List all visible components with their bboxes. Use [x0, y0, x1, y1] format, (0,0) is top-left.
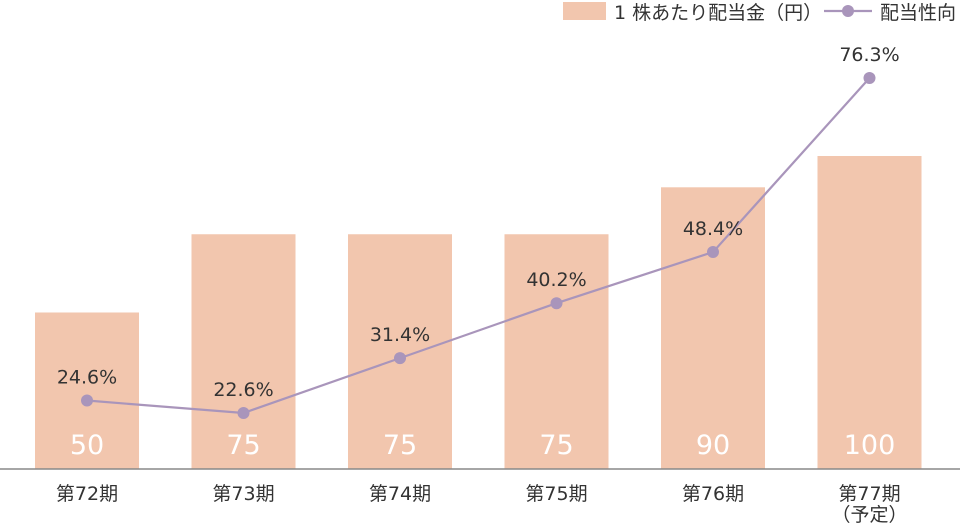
bar-value-label-6: 100: [844, 430, 896, 461]
bars-group: [35, 156, 922, 470]
payout-ratio-point-1: [81, 394, 93, 407]
x-ticks-group: 第72期 第73期 第74期 第75期 第76期 第77期（予定）: [56, 483, 908, 524]
payout-ratio-label-2: 22.6%: [213, 379, 273, 401]
bar-value-label-3: 75: [383, 430, 417, 461]
payout-ratio-line: [86, 77, 871, 415]
payout-ratio-label-6: 76.3%: [839, 44, 899, 66]
bar-5: [661, 187, 765, 470]
payout-ratio-label-1: 24.6%: [57, 367, 117, 389]
bar-value-label-4: 75: [539, 430, 573, 461]
payout-ratio-point-4: [550, 297, 563, 310]
bar-1: [35, 312, 139, 469]
bar-3: [348, 234, 452, 469]
payout-ratio-point-5: [707, 246, 719, 259]
x-tick-label-1: 第72期: [56, 483, 118, 505]
legend-line-label: 配当性向: [880, 2, 956, 24]
legend-line-marker: [842, 5, 854, 17]
bar-value-label-2: 75: [226, 430, 260, 461]
payout-ratio-point-2: [237, 407, 250, 419]
payout-ratio-label-4: 40.2%: [526, 269, 586, 291]
x-tick-sublabel-6: （予定）: [831, 504, 907, 524]
bar-value-label-5: 90: [696, 430, 730, 461]
payout-ratio-label-5: 48.4%: [683, 218, 743, 240]
line-series-group: 24.6% 22.6% 31.4% 40.2% 48.4% 76.3%: [57, 44, 900, 419]
bar-2: [191, 234, 296, 469]
legend-bar-label: 1 株あたり配当金（円）: [614, 2, 822, 24]
bar-6: [817, 156, 922, 469]
x-tick-label-4: 第75期: [525, 483, 587, 505]
x-tick-label-3: 第74期: [369, 483, 431, 505]
bar-value-label-1: 50: [70, 430, 104, 461]
legend-bar-swatch: [563, 2, 606, 20]
payout-ratio-label-3: 31.4%: [370, 324, 430, 346]
bar-4: [504, 234, 609, 469]
legend: 1 株あたり配当金（円） 配当性向: [563, 2, 956, 24]
x-tick-label-5: 第76期: [682, 483, 744, 505]
payout-ratio-point-3: [394, 352, 406, 365]
payout-ratio-point-6: [863, 72, 876, 84]
x-tick-label-6: 第77期: [838, 483, 900, 505]
bar-labels-group: 50 75 75 75 90 100: [70, 430, 895, 461]
x-tick-label-2: 第73期: [212, 483, 274, 505]
